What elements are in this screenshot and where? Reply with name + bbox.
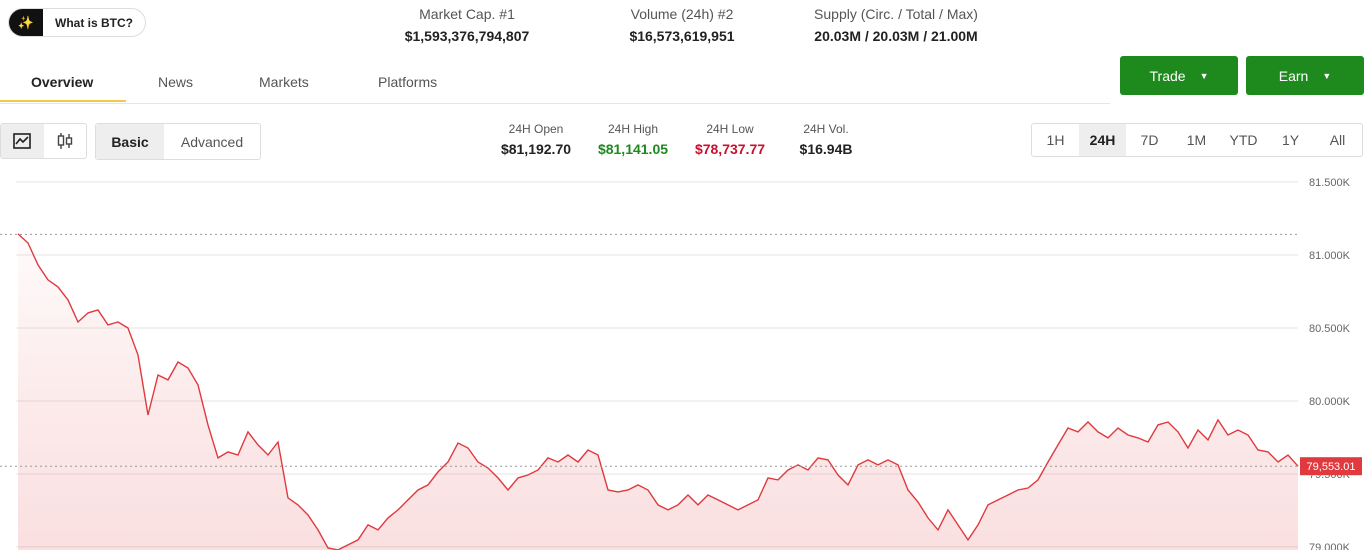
y-tick-label: 81.000K bbox=[1309, 250, 1351, 262]
day-stat-label: 24H Low bbox=[706, 122, 754, 136]
day-stat-value: $81,192.70 bbox=[500, 141, 572, 157]
trade-button[interactable]: Trade ▼ bbox=[1120, 56, 1238, 95]
button-label: Trade bbox=[1149, 67, 1186, 84]
style-option[interactable]: Basic bbox=[96, 124, 164, 159]
range-selector: 1H 24H 7D 1M YTD 1Y All bbox=[1031, 123, 1363, 157]
tab[interactable]: Platforms bbox=[378, 74, 438, 90]
earn-button[interactable]: Earn ▼ bbox=[1246, 56, 1364, 95]
y-tick-label: 80.000K bbox=[1309, 396, 1351, 408]
tab-underline bbox=[0, 100, 126, 102]
stat: Volume (24h) #2 $16,573,619,951 bbox=[572, 6, 792, 44]
caret: ▼ bbox=[1199, 70, 1209, 81]
day-stat-value: $16.94B bbox=[799, 141, 853, 157]
stat-label: Volume (24h) #2 bbox=[630, 6, 734, 22]
line-icon bbox=[13, 133, 32, 149]
price-chart: 79.000K79.500K80.000K80.500K81.000K81.50… bbox=[0, 177, 1362, 550]
day-stat-value: $78,737.77 bbox=[694, 141, 766, 157]
style-option[interactable]: Advanced bbox=[180, 133, 244, 150]
day-stat-label: 24H High bbox=[607, 122, 659, 136]
sparkle-icon: ✨ bbox=[9, 9, 43, 36]
stat-value: $1,593,376,794,807 bbox=[404, 28, 530, 44]
range-option[interactable]: 1M bbox=[1186, 132, 1207, 148]
day-stat: 24H Open $81,192.70 bbox=[486, 122, 586, 157]
range-option[interactable]: 24H bbox=[1079, 124, 1126, 156]
tab[interactable]: News bbox=[158, 74, 194, 90]
style-toggle: Basic Advanced bbox=[95, 123, 261, 160]
area-fill bbox=[18, 233, 1298, 550]
tab[interactable]: Markets bbox=[259, 74, 309, 90]
candle-icon bbox=[57, 133, 72, 149]
chart-kind-toggle bbox=[0, 123, 87, 159]
y-tick-label: 79.000K bbox=[1309, 542, 1351, 550]
last-price-label: 79,553.01 bbox=[1307, 461, 1356, 473]
tab-bar: Overview News Markets Platforms bbox=[0, 60, 1110, 104]
stat-value: $16,573,619,951 bbox=[629, 28, 735, 44]
stat: Market Cap. #1 $1,593,376,794,807 bbox=[357, 6, 577, 44]
candle-icon-button[interactable] bbox=[44, 124, 87, 158]
day-stat: 24H Low $78,737.77 bbox=[680, 122, 780, 157]
range-option[interactable]: 1Y bbox=[1281, 132, 1300, 148]
stat-label: Supply (Circ. / Total / Max) bbox=[814, 6, 978, 22]
tab[interactable]: Overview bbox=[31, 74, 94, 90]
range-option[interactable]: All bbox=[1329, 132, 1346, 148]
range-option[interactable]: 1H bbox=[1046, 132, 1065, 148]
day-stat-label: 24H Open bbox=[508, 122, 564, 136]
y-tick-label: 80.500K bbox=[1309, 323, 1351, 335]
range-option[interactable]: 7D bbox=[1140, 132, 1159, 148]
range-option[interactable]: YTD bbox=[1229, 132, 1258, 148]
stat: Supply (Circ. / Total / Max) 20.03M / 20.… bbox=[786, 6, 1006, 44]
day-stat-value: $81,141.05 bbox=[597, 141, 669, 157]
button-label: Earn bbox=[1278, 67, 1309, 84]
stat-label: Market Cap. #1 bbox=[419, 6, 515, 22]
stat-value: 20.03M / 20.03M / 21.00M bbox=[814, 28, 978, 44]
day-stat-label: 24H Vol. bbox=[803, 122, 849, 136]
about-label: What is BTC? bbox=[55, 15, 133, 30]
line-icon-button[interactable] bbox=[1, 124, 44, 158]
last-price-box bbox=[1300, 457, 1362, 476]
y-tick-label: 81.500K bbox=[1309, 177, 1351, 189]
about-button[interactable]: ✨ What is BTC? bbox=[8, 8, 146, 37]
day-stat: 24H High $81,141.05 bbox=[583, 122, 683, 157]
day-stat: 24H Vol. $16.94B bbox=[776, 122, 876, 157]
caret: ▼ bbox=[1322, 70, 1332, 81]
price-line bbox=[17, 233, 1299, 550]
